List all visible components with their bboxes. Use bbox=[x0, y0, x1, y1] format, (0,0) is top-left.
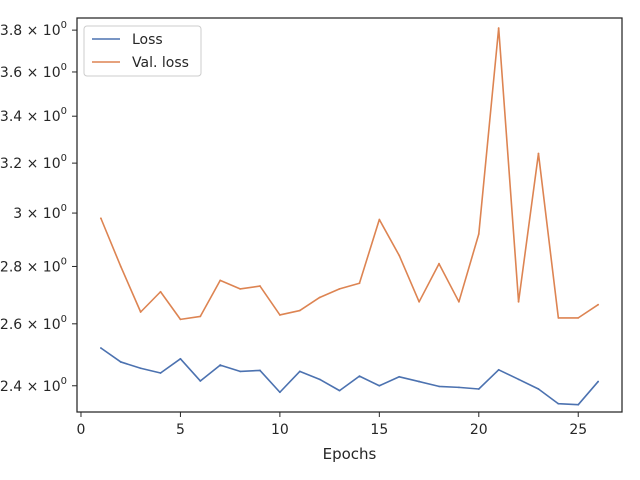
data-point bbox=[298, 370, 301, 373]
y-tick-label: 2.6 × 100 bbox=[0, 314, 67, 333]
y-tick-label: 2.8 × 100 bbox=[0, 256, 67, 275]
data-point bbox=[199, 380, 202, 382]
legend-label: Loss bbox=[132, 32, 163, 48]
x-tick-label: 10 bbox=[271, 422, 289, 438]
data-point bbox=[259, 285, 261, 287]
data-point bbox=[119, 361, 122, 363]
legend-label: Val. loss bbox=[132, 55, 189, 71]
y-tick-label: 3.8 × 100 bbox=[0, 20, 67, 39]
data-point bbox=[239, 287, 242, 290]
data-point bbox=[457, 300, 460, 303]
data-point bbox=[119, 265, 122, 268]
data-point bbox=[219, 279, 222, 282]
data-point bbox=[438, 385, 440, 388]
data-point bbox=[378, 384, 381, 387]
data-point bbox=[477, 233, 480, 235]
data-point bbox=[139, 367, 142, 370]
data-point bbox=[99, 217, 102, 220]
plot-frame bbox=[76, 17, 623, 413]
series-line-1 bbox=[100, 27, 599, 321]
data-point bbox=[557, 316, 560, 319]
data-point bbox=[298, 309, 301, 312]
data-point bbox=[318, 296, 321, 299]
data-point bbox=[577, 403, 580, 406]
data-point bbox=[438, 262, 440, 265]
data-point bbox=[398, 375, 401, 378]
data-point bbox=[497, 27, 500, 29]
x-tick-label: 25 bbox=[569, 422, 587, 438]
y-tick-label: 2.4 × 100 bbox=[0, 376, 67, 395]
data-point bbox=[537, 152, 540, 155]
data-point bbox=[239, 370, 242, 373]
data-point bbox=[378, 218, 381, 221]
legend: Loss Val. loss bbox=[83, 25, 202, 77]
data-point bbox=[517, 300, 520, 303]
data-point bbox=[159, 372, 162, 374]
x-tick-label: 0 bbox=[77, 422, 86, 438]
series-line-0 bbox=[100, 347, 599, 406]
data-point bbox=[159, 290, 162, 293]
data-point bbox=[477, 388, 480, 390]
data-point bbox=[338, 287, 341, 290]
data-point bbox=[278, 314, 281, 316]
data-point bbox=[557, 402, 560, 405]
data-point bbox=[497, 368, 500, 371]
data-point bbox=[577, 316, 580, 319]
data-point bbox=[358, 282, 361, 285]
data-point bbox=[517, 378, 520, 381]
data-point bbox=[597, 303, 600, 306]
data-point bbox=[597, 380, 600, 383]
x-ticks: 0 5 10 15 20 25 bbox=[77, 412, 587, 438]
data-point bbox=[219, 364, 222, 366]
series-layer bbox=[99, 27, 600, 406]
data-point bbox=[338, 389, 341, 392]
y-tick-label: 3.6 × 100 bbox=[0, 62, 67, 81]
y-tick-label: 3.4 × 100 bbox=[0, 106, 67, 125]
x-tick-label: 5 bbox=[176, 422, 185, 438]
data-point bbox=[318, 378, 321, 381]
data-point bbox=[179, 357, 182, 360]
x-tick-label: 15 bbox=[370, 422, 388, 438]
data-point bbox=[398, 254, 401, 257]
data-point bbox=[418, 380, 421, 383]
data-point bbox=[278, 391, 281, 394]
x-axis-label: Epochs bbox=[323, 445, 377, 463]
y-tick-label: 3.2 × 100 bbox=[0, 153, 67, 172]
data-point bbox=[179, 318, 182, 321]
y-ticks: 2.4 × 100 2.6 × 100 2.8 × 100 3 × 100 3.2 × … bbox=[0, 20, 77, 395]
data-point bbox=[537, 388, 540, 390]
data-point bbox=[259, 369, 261, 372]
data-point bbox=[139, 311, 142, 313]
data-point bbox=[358, 375, 361, 378]
x-tick-label: 20 bbox=[470, 422, 488, 438]
data-point bbox=[199, 315, 202, 318]
y-tick-label: 3 × 100 bbox=[13, 203, 67, 222]
data-point bbox=[457, 386, 460, 389]
data-point bbox=[418, 300, 421, 303]
data-point bbox=[99, 347, 102, 349]
